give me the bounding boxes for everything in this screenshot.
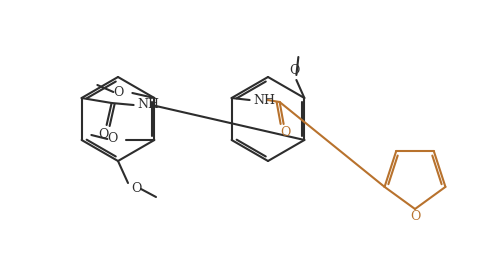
Text: O: O bbox=[288, 65, 299, 77]
Text: O: O bbox=[98, 128, 108, 140]
Text: O: O bbox=[280, 127, 290, 139]
Text: NH: NH bbox=[253, 93, 275, 107]
Text: O: O bbox=[113, 85, 123, 99]
Text: NH: NH bbox=[137, 99, 159, 112]
Text: O: O bbox=[107, 132, 117, 146]
Text: O: O bbox=[131, 183, 141, 195]
Text: O: O bbox=[409, 210, 419, 223]
